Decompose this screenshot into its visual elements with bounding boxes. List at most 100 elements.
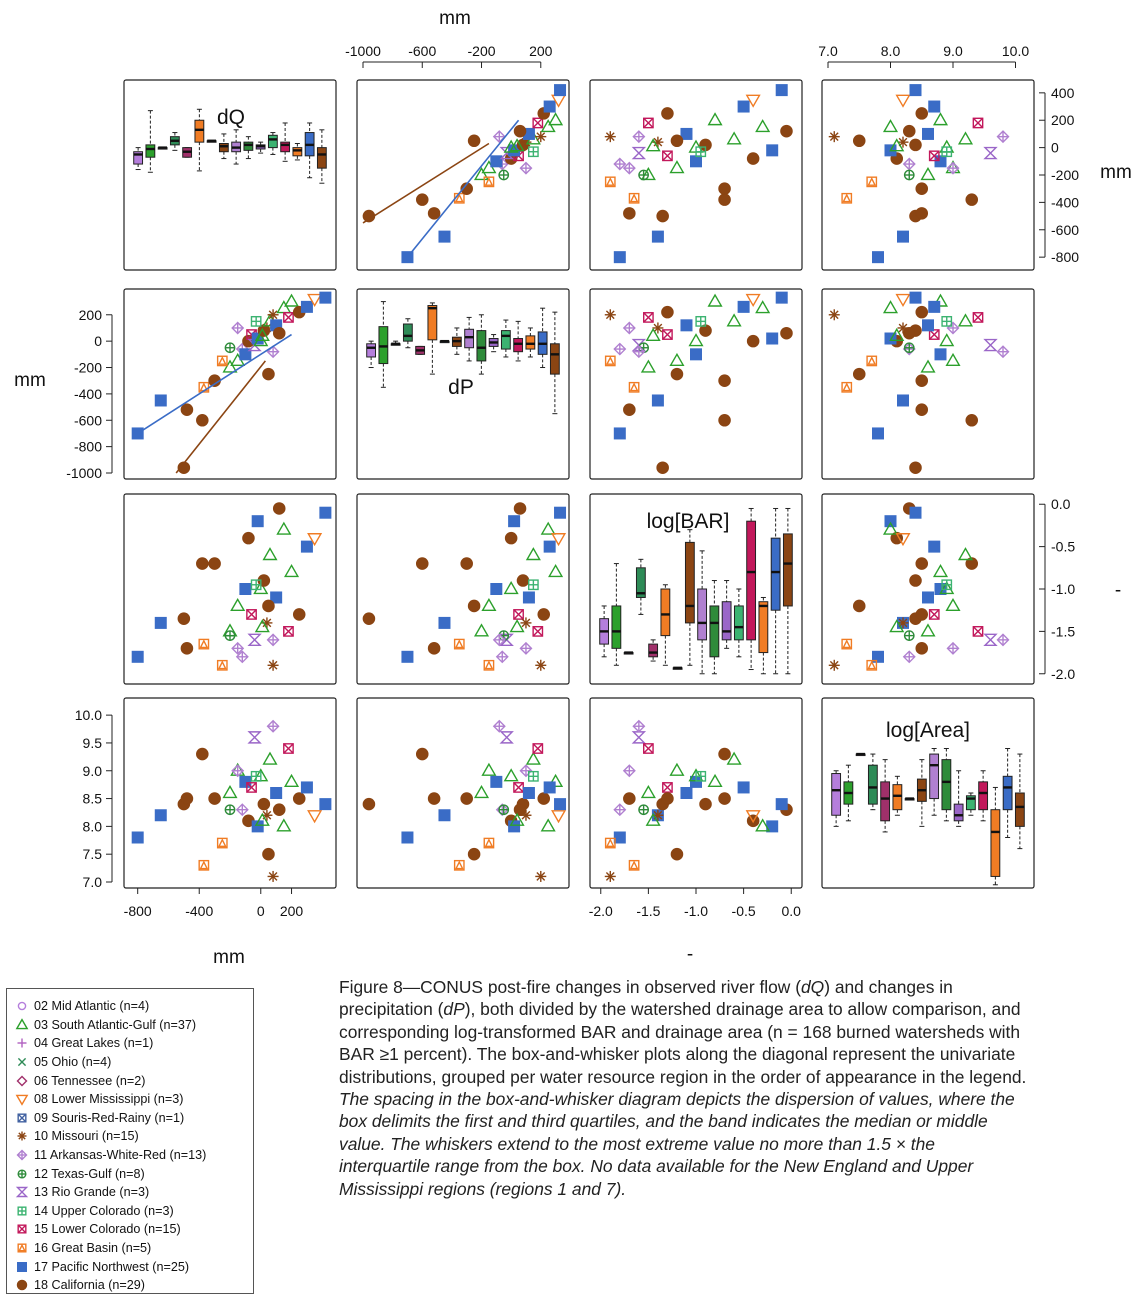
point-r1-c2-26: [737, 300, 750, 313]
point-r3-c0-5: [198, 859, 210, 871]
box-3-12: [978, 781, 989, 811]
point-r0-c2-23: [643, 117, 654, 129]
point-r2-c1-10: [490, 583, 503, 595]
tick-label-bottom-bar: 0.0: [782, 903, 802, 919]
point-r0-c2-12: [662, 150, 673, 162]
point-r1-c3-20: [922, 319, 934, 332]
tick-label-top-dp: -600: [408, 43, 436, 59]
point-r0-c2-27: [745, 94, 761, 108]
legend-symbol-icon: [17, 1243, 27, 1253]
point-r3-c0-9: [235, 803, 249, 817]
legend-marker-14: [17, 1261, 27, 1272]
point-r0-c2-8: [669, 160, 685, 174]
point-r0-c3-19: [828, 131, 840, 143]
trend-line-r0-c1-1: [406, 119, 520, 258]
caption-dq: dQ: [801, 977, 825, 997]
point-r3-c0-21: [272, 803, 286, 816]
point-r3-c1-8: [481, 762, 497, 776]
legend-symbol-icon: [17, 1224, 27, 1234]
box-3-9: [941, 759, 952, 811]
point-r0-c1-10: [490, 155, 503, 168]
point-r2-c1-1: [438, 616, 451, 629]
panel-r1-c1: [356, 288, 570, 480]
point-r1-c3-10: [934, 348, 947, 361]
tick-label-bottom-bar: -2.0: [589, 903, 613, 919]
point-r2-c3-8: [945, 597, 961, 612]
point-r2-c0-32: [262, 599, 275, 613]
point-r0-c1-22: [540, 119, 556, 133]
box-1-15: [549, 343, 560, 375]
legend-label: 15 Lower Colorado (n=15): [34, 1222, 181, 1237]
point-r3-c2-34: [632, 719, 646, 733]
point-r2-c3-32: [852, 599, 866, 613]
point-r0-c1-29: [483, 176, 495, 188]
legend-label: 09 Souris-Red-Rainy (n=1): [34, 1110, 185, 1125]
panel-r0-c1: [356, 79, 570, 271]
point-r3-c2-19: [604, 870, 616, 882]
point-r2-c1-22: [540, 521, 556, 535]
point-r2-c3-11: [890, 531, 904, 545]
point-r3-c1-27: [551, 810, 567, 824]
panel-r3-c2: [589, 697, 803, 889]
box-3-10: [953, 803, 964, 822]
point-r2-c3-30: [903, 630, 915, 641]
point-r0-c3-20: [922, 127, 934, 140]
point-r2-c3-28: [909, 506, 922, 519]
legend-label: 14 Upper Colorado (n=3): [34, 1203, 174, 1218]
box-0-13: [292, 147, 303, 157]
point-r2-c1-19: [535, 659, 547, 671]
point-r3-c2-30: [638, 804, 649, 816]
tick-label-bottom-bar: -0.5: [732, 903, 756, 919]
point-r1-c2-10: [690, 348, 702, 361]
box-2-11: [733, 605, 744, 641]
point-r3-c0-30: [224, 804, 236, 816]
point-r2-c0-9: [235, 650, 249, 664]
point-r3-c2-3: [623, 792, 636, 805]
axis-title-right-third: -: [1115, 580, 1121, 601]
point-r1-c2-9: [613, 342, 627, 356]
box-1-1: [378, 326, 389, 365]
point-r3-c1-12: [513, 782, 524, 793]
legend-item: 02 Mid Atlantic (n=4): [15, 997, 253, 1016]
point-r0-c2-31: [622, 161, 636, 175]
point-r0-c1-28: [554, 84, 567, 97]
panel-r3-c3: [821, 697, 1035, 889]
point-r2-c1-20: [522, 591, 535, 604]
point-r0-c3-31: [946, 161, 960, 175]
point-r2-c3-34: [996, 633, 1010, 647]
tick-label-top-dp: -200: [468, 43, 496, 59]
point-r2-c3-7: [920, 623, 936, 637]
point-r3-c2-27: [745, 810, 761, 824]
point-r0-c2-0: [613, 251, 626, 264]
point-r3-c2-12: [662, 782, 673, 793]
point-r1-c3-8: [945, 352, 961, 367]
point-r0-c2-18: [726, 131, 742, 145]
box-2-3: [635, 567, 646, 598]
point-r2-c0-20: [270, 591, 283, 604]
point-r1-c2-20: [680, 319, 693, 332]
legend-label: 06 Tennessee (n=2): [34, 1073, 146, 1088]
point-r3-c1-18: [525, 751, 541, 765]
point-r1-c0-21: [272, 326, 286, 340]
tick-label-top-area: 7.0: [818, 43, 838, 59]
point-r1-c2-7: [640, 359, 656, 373]
tick-label-right-bar: -1.5: [1051, 623, 1075, 639]
point-r3-c0-32: [262, 847, 275, 861]
point-r2-c1-15: [503, 580, 519, 595]
legend-item: 12 Texas-Gulf (n=8): [15, 1164, 253, 1183]
tick-label-left-area: 9.5: [83, 735, 103, 751]
point-r2-c1-5: [453, 638, 465, 650]
point-r1-c3-31: [946, 321, 960, 335]
point-r2-c0-14: [251, 515, 264, 528]
legend-marker-11: [17, 1206, 27, 1216]
point-r3-c2-7: [640, 784, 656, 799]
point-r2-c0-27: [307, 533, 323, 547]
point-r1-c2-22: [755, 300, 771, 314]
point-r1-c3-1: [897, 394, 909, 407]
panel-r0-c0: [123, 79, 337, 271]
point-r2-c3-31: [946, 641, 960, 655]
point-r3-c2-24: [707, 773, 723, 787]
legend-label: 16 Great Basin (n=5): [34, 1241, 152, 1256]
point-r2-c1-33: [527, 579, 539, 591]
point-r3-c1-26: [543, 781, 556, 794]
